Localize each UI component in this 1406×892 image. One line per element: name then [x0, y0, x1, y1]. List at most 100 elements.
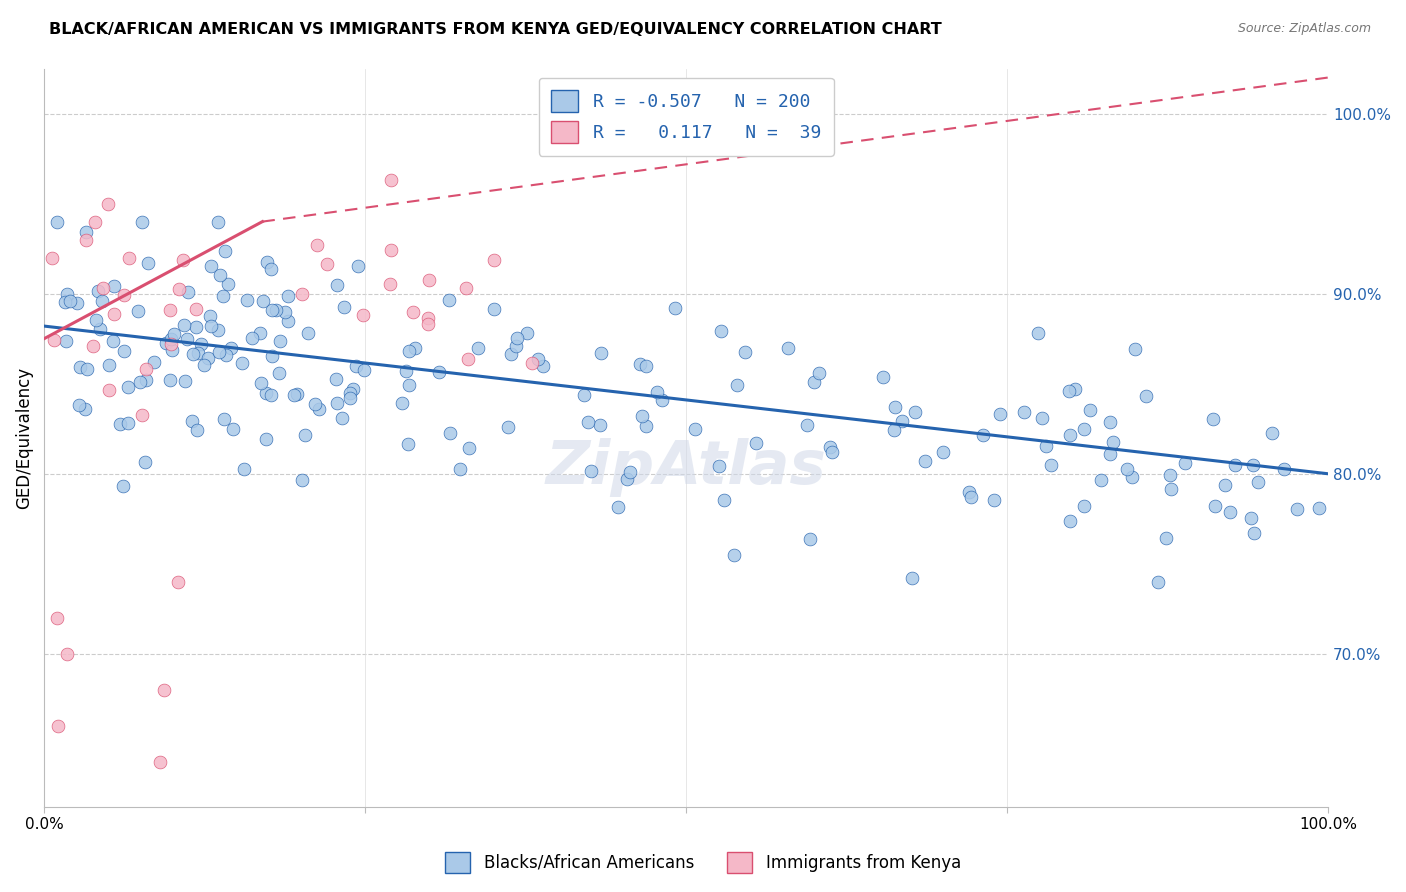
- Point: [142, 355, 165, 369]
- Point: [173, 318, 195, 333]
- Text: ZipAtlas: ZipAtlas: [546, 438, 827, 497]
- Point: [713, 492, 735, 507]
- Point: [127, 304, 149, 318]
- Point: [458, 441, 481, 455]
- Point: [159, 302, 181, 317]
- Point: [734, 345, 756, 359]
- Point: [398, 377, 420, 392]
- Point: [308, 402, 330, 417]
- Point: [160, 332, 183, 346]
- Point: [66, 296, 89, 310]
- Point: [207, 214, 229, 228]
- Point: [267, 366, 290, 380]
- Point: [352, 308, 374, 322]
- Point: [520, 356, 543, 370]
- Point: [249, 326, 271, 340]
- Point: [297, 326, 319, 340]
- Point: [134, 455, 156, 469]
- Point: [103, 307, 125, 321]
- Point: [212, 412, 235, 426]
- Point: [236, 293, 259, 307]
- Point: [277, 289, 299, 303]
- Point: [184, 301, 207, 316]
- Point: [82, 339, 104, 353]
- Point: [631, 409, 654, 424]
- Point: [84, 214, 107, 228]
- Point: [167, 574, 190, 589]
- Point: [496, 420, 519, 434]
- Point: [628, 357, 651, 371]
- Point: [264, 303, 287, 318]
- Point: [1202, 411, 1225, 425]
- Point: [821, 445, 844, 459]
- Point: [1160, 482, 1182, 496]
- Point: [304, 397, 326, 411]
- Point: [173, 375, 195, 389]
- Point: [418, 310, 440, 325]
- Point: [799, 532, 821, 546]
- Point: [904, 405, 927, 419]
- Point: [176, 332, 198, 346]
- Point: [190, 336, 212, 351]
- Legend: Blacks/African Americans, Immigrants from Kenya: Blacks/African Americans, Immigrants fro…: [439, 846, 967, 880]
- Point: [207, 344, 229, 359]
- Point: [91, 281, 114, 295]
- Point: [1154, 531, 1177, 545]
- Point: [160, 343, 183, 358]
- Point: [1247, 475, 1270, 490]
- Point: [803, 376, 825, 390]
- Point: [111, 479, 134, 493]
- Point: [1035, 439, 1057, 453]
- Point: [208, 268, 231, 283]
- Point: [418, 273, 440, 287]
- Point: [222, 422, 245, 436]
- Point: [291, 473, 314, 487]
- Point: [398, 344, 420, 359]
- Point: [75, 401, 97, 416]
- Point: [46, 214, 69, 228]
- Point: [294, 428, 316, 442]
- Point: [131, 214, 153, 228]
- Point: [1243, 525, 1265, 540]
- Point: [634, 418, 657, 433]
- Point: [914, 453, 936, 467]
- Point: [427, 365, 450, 379]
- Point: [200, 260, 222, 274]
- Point: [1241, 458, 1264, 472]
- Point: [200, 309, 222, 323]
- Point: [254, 385, 277, 400]
- Point: [1090, 473, 1112, 487]
- Point: [135, 362, 157, 376]
- Point: [291, 286, 314, 301]
- Point: [326, 277, 349, 292]
- Point: [53, 295, 76, 310]
- Point: [55, 647, 77, 661]
- Point: [439, 293, 461, 308]
- Point: [277, 314, 299, 328]
- Point: [931, 445, 953, 459]
- Point: [260, 302, 283, 317]
- Point: [254, 432, 277, 446]
- Point: [217, 277, 239, 291]
- Legend: R = -0.507   N = 200, R =   0.117   N =  39: R = -0.507 N = 200, R = 0.117 N = 39: [538, 78, 834, 156]
- Point: [418, 317, 440, 331]
- Point: [1223, 458, 1246, 472]
- Point: [219, 341, 242, 355]
- Point: [647, 385, 669, 400]
- Point: [97, 196, 120, 211]
- Point: [776, 342, 799, 356]
- Point: [683, 422, 706, 436]
- Point: [1121, 470, 1143, 484]
- Point: [1135, 388, 1157, 402]
- Point: [112, 288, 135, 302]
- Point: [1147, 574, 1170, 589]
- Point: [56, 287, 79, 301]
- Point: [242, 330, 264, 344]
- Point: [108, 417, 131, 431]
- Point: [1026, 326, 1049, 341]
- Point: [796, 417, 818, 432]
- Point: [172, 252, 194, 267]
- Point: [159, 373, 181, 387]
- Point: [89, 322, 111, 336]
- Point: [499, 347, 522, 361]
